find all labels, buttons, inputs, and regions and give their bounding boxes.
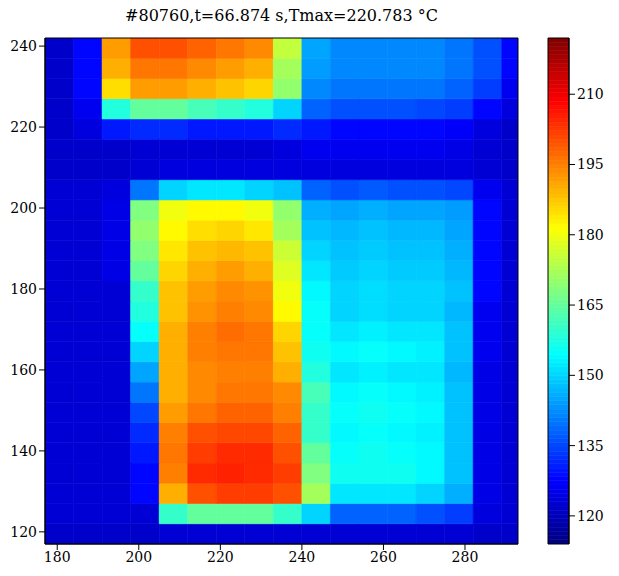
svg-text:240: 240 <box>289 549 316 565</box>
svg-text:180: 180 <box>10 281 37 297</box>
svg-text:180: 180 <box>44 549 71 565</box>
svg-text:165: 165 <box>577 297 604 313</box>
svg-text:120: 120 <box>577 508 604 524</box>
svg-text:220: 220 <box>10 119 37 135</box>
svg-text:120: 120 <box>10 524 37 540</box>
svg-text:180: 180 <box>577 227 604 243</box>
svg-text:195: 195 <box>577 156 604 172</box>
svg-text:260: 260 <box>370 549 397 565</box>
svg-text:200: 200 <box>125 549 152 565</box>
svg-text:160: 160 <box>10 362 37 378</box>
svg-text:240: 240 <box>10 38 37 54</box>
svg-text:210: 210 <box>577 86 604 102</box>
svg-text:280: 280 <box>452 549 479 565</box>
svg-text:140: 140 <box>10 443 37 459</box>
svg-text:220: 220 <box>207 549 234 565</box>
html-text:#80760,t=66.874 s,Tmax=220.783: #80760,t=66.874 s,Tmax=220.783 °C <box>125 6 438 25</box>
svg-text:150: 150 <box>577 367 604 383</box>
svg-text:200: 200 <box>10 200 37 216</box>
svg-text:135: 135 <box>577 438 604 454</box>
